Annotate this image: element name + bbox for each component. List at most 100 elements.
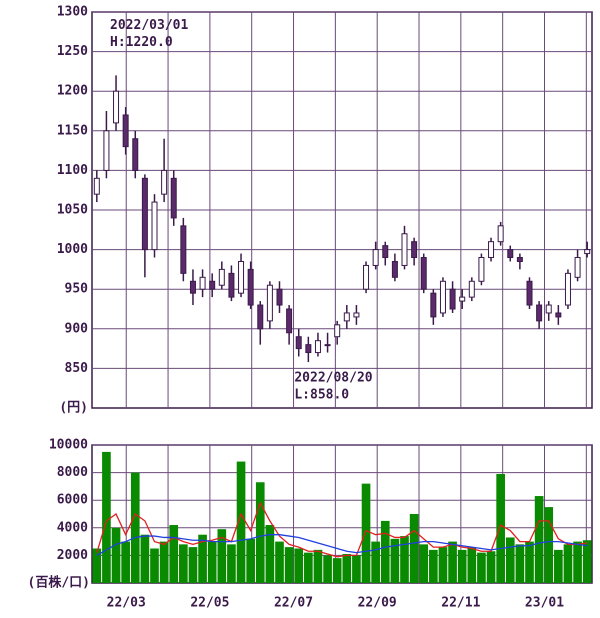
volume-bar xyxy=(323,555,332,583)
volume-bar xyxy=(217,529,227,583)
candle-body xyxy=(199,276,206,290)
volume-bar xyxy=(130,472,140,583)
volume-bar xyxy=(573,541,582,583)
volume-bar xyxy=(361,483,371,583)
volume-bar xyxy=(467,547,477,583)
y-tick-label: 900 xyxy=(65,321,89,336)
candle-body xyxy=(420,257,427,290)
candle-body xyxy=(276,288,283,306)
y-tick-label: 1150 xyxy=(57,123,88,138)
candle-body xyxy=(411,241,418,259)
volume-bar xyxy=(409,514,419,583)
volume-bar xyxy=(304,552,313,583)
volume-bar xyxy=(236,461,246,583)
candle-body xyxy=(170,177,177,219)
candle-body xyxy=(228,272,235,298)
candle-body xyxy=(122,114,129,148)
candle-body xyxy=(209,280,216,290)
volume-bar xyxy=(544,507,554,583)
y-tick-label: 1000 xyxy=(57,242,88,257)
volume-bar xyxy=(111,527,121,583)
candle-body xyxy=(401,233,408,266)
volume-bar xyxy=(255,482,265,583)
y-tick-label: 4000 xyxy=(57,520,88,535)
candle-body xyxy=(238,260,245,294)
candle-body xyxy=(564,272,571,306)
candle-body xyxy=(526,280,533,306)
volume-bar xyxy=(390,538,400,583)
volume-bar xyxy=(207,541,217,583)
volume-bar xyxy=(525,541,534,583)
x-tick-label: 23/01 xyxy=(525,596,564,611)
volume-bar xyxy=(246,538,255,583)
candle-body xyxy=(180,225,187,274)
candle-body xyxy=(545,304,552,314)
volume-bar xyxy=(486,551,496,583)
volume-bar xyxy=(188,547,198,583)
moving-average xyxy=(96,501,588,558)
candle-body xyxy=(93,177,100,195)
candle-body xyxy=(314,340,321,354)
candle-body xyxy=(391,260,398,278)
price-unit: (円) xyxy=(59,401,88,416)
volume-bar xyxy=(582,540,592,583)
volume-bar xyxy=(429,549,438,583)
volume-bar xyxy=(515,544,525,583)
y-tick-label: 6000 xyxy=(57,493,88,508)
x-tick-label: 22/05 xyxy=(190,596,229,611)
volume-bar xyxy=(496,473,505,583)
candle-body xyxy=(257,304,264,330)
candle-body xyxy=(343,312,350,322)
candle-body xyxy=(151,201,158,251)
x-tick-label: 22/09 xyxy=(358,596,397,611)
x-tick-label: 22/11 xyxy=(441,596,480,611)
volume-bar xyxy=(227,544,236,583)
candle-body xyxy=(584,249,591,255)
y-tick-label: 950 xyxy=(65,282,89,297)
candle-body xyxy=(555,312,562,318)
y-tick-label: 2000 xyxy=(57,548,88,563)
candle-body xyxy=(536,304,543,322)
candle-body xyxy=(468,280,475,298)
volume-unit: (百株/口) xyxy=(28,575,90,591)
candle-body xyxy=(113,90,120,124)
volume-bar xyxy=(342,554,352,583)
volume-bar xyxy=(352,555,361,583)
volume-bar xyxy=(457,549,467,583)
volume-bar xyxy=(169,525,179,583)
candle-body xyxy=(449,288,456,310)
volume-bar xyxy=(102,451,111,583)
volume-bar xyxy=(275,541,284,583)
candle-body xyxy=(574,257,581,278)
volume-bar xyxy=(294,548,304,583)
y-tick-label: 1250 xyxy=(57,44,88,59)
candle-body xyxy=(497,225,504,243)
candle-body xyxy=(507,249,514,259)
volume-bar xyxy=(400,536,409,583)
volume-bar xyxy=(198,534,207,583)
y-tick-label: 1050 xyxy=(57,203,88,218)
volume-bar xyxy=(380,520,390,583)
volume-bar xyxy=(140,534,150,583)
candle-body xyxy=(430,292,437,318)
volume-bar xyxy=(419,544,429,583)
candle-body xyxy=(324,344,331,347)
volume-bar xyxy=(265,525,275,583)
candle-body xyxy=(478,257,485,282)
candle-body xyxy=(488,241,495,259)
x-tick-label: 22/03 xyxy=(107,596,146,611)
annotation: 2022/03/01 xyxy=(110,18,188,33)
volume-bar xyxy=(563,544,573,583)
candle-body xyxy=(363,264,370,290)
candle-body xyxy=(305,344,312,354)
volume-bar xyxy=(150,548,159,583)
volume-bar xyxy=(313,549,323,583)
volume-bar xyxy=(92,548,102,583)
volume-bar xyxy=(477,552,486,583)
candle-body xyxy=(516,257,523,262)
volume-bar xyxy=(505,537,515,583)
candle-body xyxy=(161,169,168,195)
y-tick-label: 8000 xyxy=(57,465,88,480)
volume-bar xyxy=(534,496,544,583)
y-tick-label: 1100 xyxy=(57,163,88,178)
